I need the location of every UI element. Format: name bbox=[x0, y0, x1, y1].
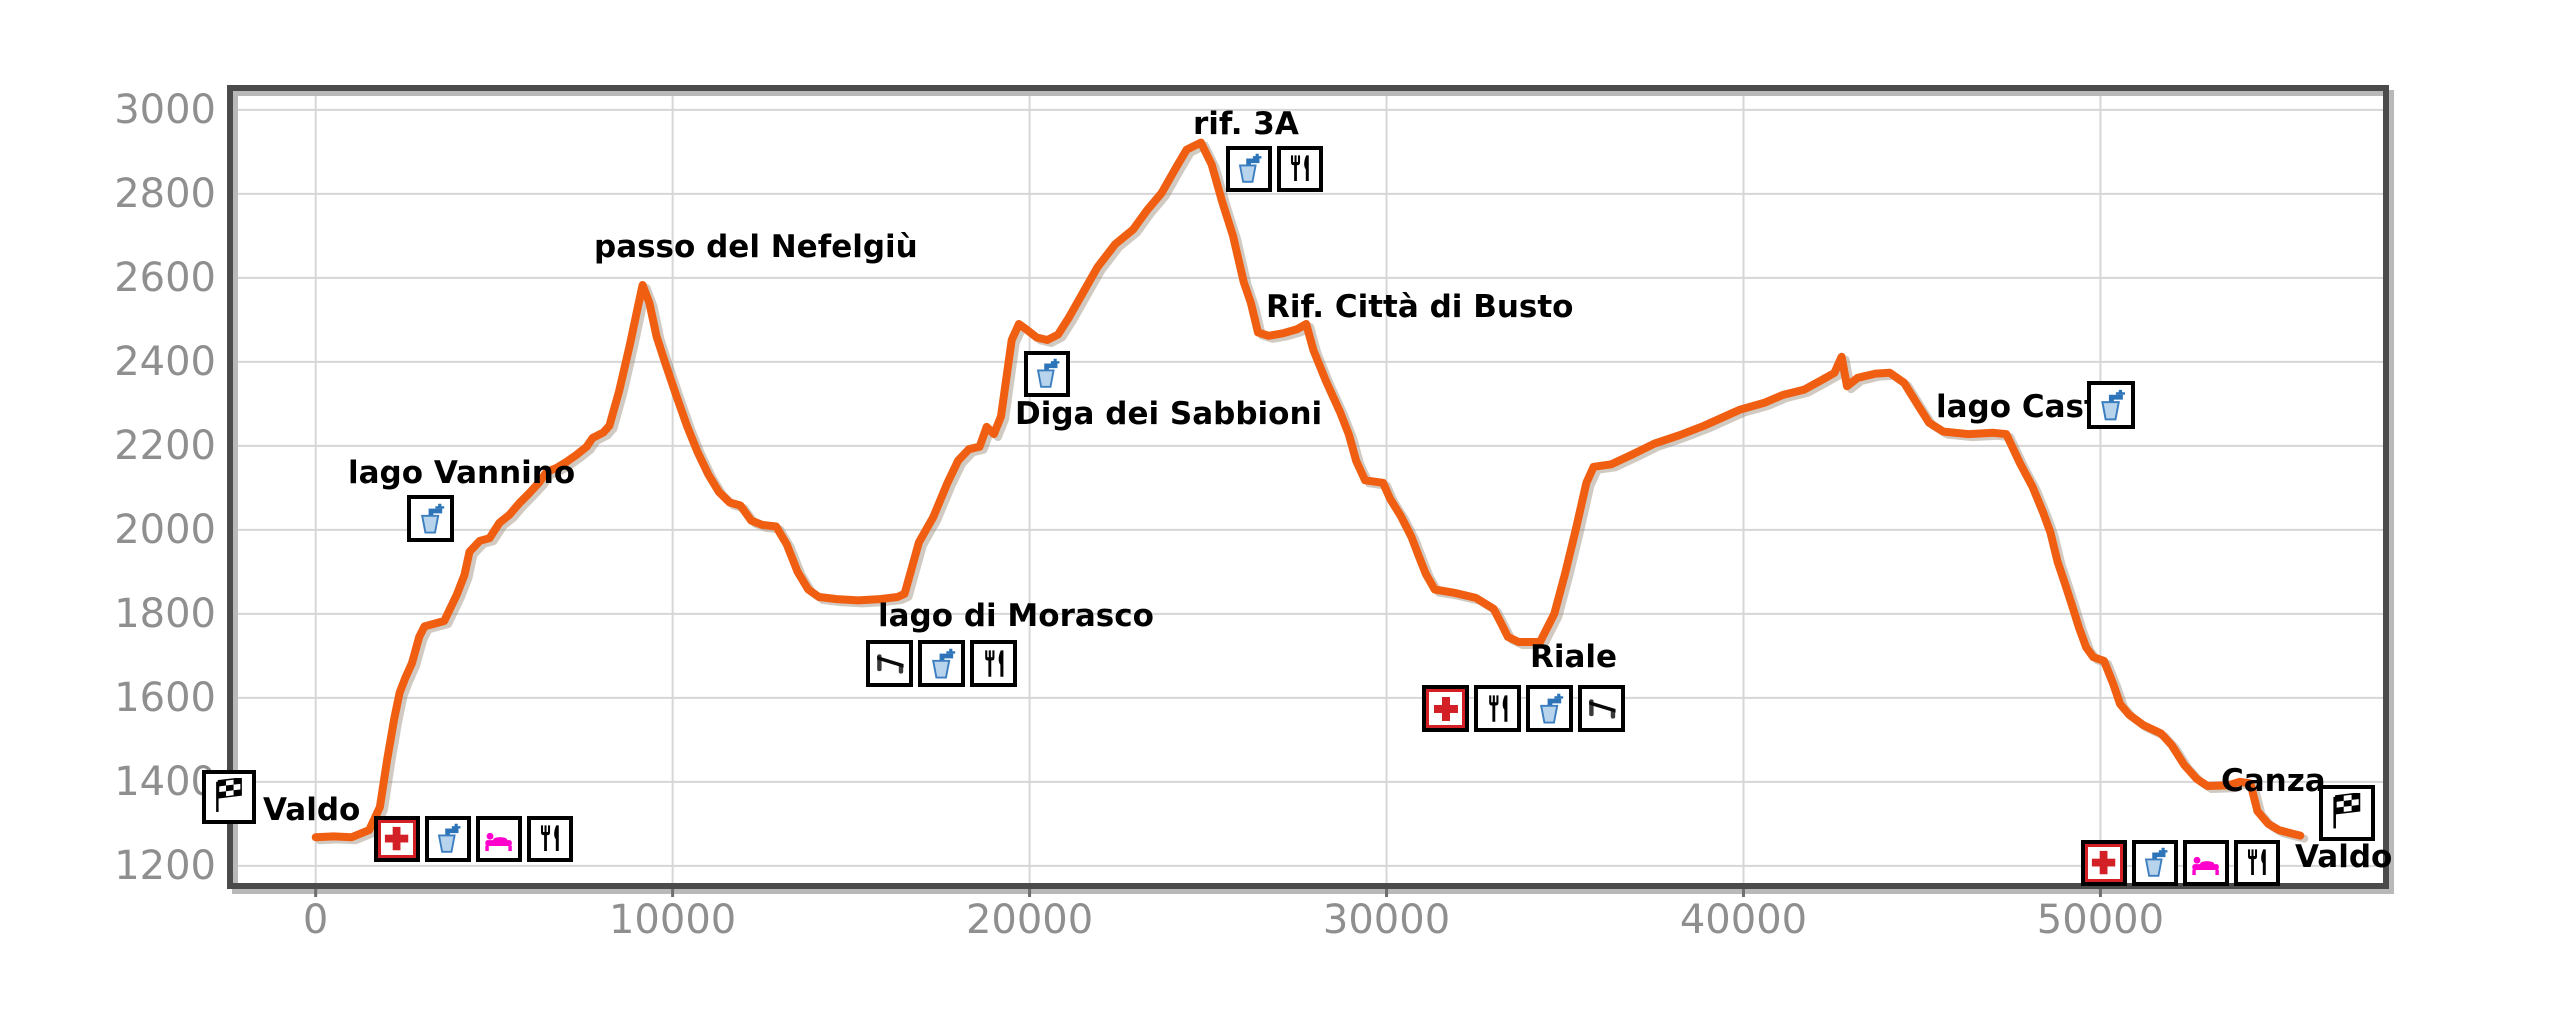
restaurant-icon bbox=[1488, 694, 1507, 722]
drinking-water-icon bbox=[1239, 154, 1262, 184]
y-axis-label: 2600 bbox=[114, 254, 216, 301]
bed-icon bbox=[2192, 857, 2220, 876]
plot-frame bbox=[227, 85, 2389, 889]
first-aid-box bbox=[2081, 840, 2127, 886]
x-axis-label: 10000 bbox=[608, 897, 737, 943]
waypoint-label: lago Vannino bbox=[348, 455, 576, 491]
x-axis-label: 0 bbox=[302, 897, 329, 943]
sabbioni-water bbox=[1024, 351, 1070, 397]
water-box bbox=[918, 640, 965, 687]
drinking-water-icon bbox=[1539, 693, 1563, 724]
restaurant-box bbox=[1277, 146, 1323, 192]
y-axis-label: 1800 bbox=[114, 590, 216, 637]
plot-area bbox=[230, 88, 2386, 886]
checkered-flag-icon bbox=[2333, 793, 2361, 829]
water-box bbox=[425, 816, 471, 862]
restaurant-icon bbox=[984, 649, 1003, 677]
first-aid-icon bbox=[1433, 696, 1458, 721]
barrier-icon bbox=[1588, 698, 1616, 719]
drinking-water-icon bbox=[1037, 359, 1060, 389]
waypoint-label: Canza bbox=[2221, 763, 2326, 799]
waypoint-label: Valdo bbox=[2295, 839, 2393, 875]
checkered-flag-icon bbox=[216, 778, 243, 813]
drinking-water-icon bbox=[931, 648, 955, 679]
first-aid-box bbox=[1422, 685, 1469, 732]
y-axis-label: 2000 bbox=[114, 506, 216, 553]
bed-box bbox=[476, 816, 522, 862]
rif3a-services bbox=[1226, 146, 1323, 192]
drinking-water-icon bbox=[2145, 848, 2168, 878]
waypoint-label: Rif. Città di Busto bbox=[1266, 289, 1574, 325]
restaurant-icon bbox=[2248, 849, 2267, 876]
flag-box bbox=[202, 770, 256, 824]
barrier-icon bbox=[876, 653, 904, 674]
morasco-services bbox=[866, 640, 1017, 687]
y-axis-label: 1200 bbox=[114, 842, 216, 889]
waypoint-label: passo del Nefelgiù bbox=[594, 229, 918, 265]
restaurant-box bbox=[527, 816, 573, 862]
water-box bbox=[1526, 685, 1573, 732]
plot-frame-shadow bbox=[232, 90, 2394, 894]
water-box bbox=[1226, 146, 1272, 192]
restaurant-box bbox=[970, 640, 1017, 687]
profile-line bbox=[311, 138, 2305, 842]
vannino-water bbox=[407, 495, 454, 542]
waypoint-label: rif. 3A bbox=[1193, 106, 1299, 142]
bed-icon bbox=[485, 833, 513, 852]
first-aid-icon bbox=[385, 827, 409, 851]
x-axis-label: 20000 bbox=[965, 897, 1094, 943]
drinking-water-icon bbox=[2100, 389, 2125, 420]
y-axis-label: 2800 bbox=[114, 170, 216, 217]
end-flag bbox=[2319, 785, 2375, 841]
y-axis-label: 1600 bbox=[114, 674, 216, 721]
barrier-box bbox=[866, 640, 913, 687]
first-aid-icon bbox=[2092, 851, 2116, 875]
flag-box bbox=[2319, 785, 2375, 841]
y-axis-label: 1400 bbox=[114, 758, 216, 805]
riale-services bbox=[1422, 685, 1625, 732]
restaurant-icon bbox=[1291, 155, 1310, 182]
restaurant-icon bbox=[541, 825, 560, 852]
y-axis-label: 2200 bbox=[114, 422, 216, 469]
waypoint-label: Valdo bbox=[263, 792, 361, 828]
x-axis-label: 40000 bbox=[1679, 897, 1808, 943]
end-services bbox=[2081, 840, 2280, 886]
waypoint-label: Riale bbox=[1530, 639, 1618, 675]
start-flag bbox=[202, 770, 256, 824]
castel-water bbox=[2087, 381, 2135, 429]
drinking-water-icon bbox=[420, 503, 444, 534]
restaurant-box bbox=[2234, 840, 2280, 886]
y-axis-label: 3000 bbox=[114, 86, 216, 133]
first-aid-box bbox=[374, 816, 420, 862]
drinking-water-icon bbox=[438, 824, 461, 854]
barrier-box bbox=[1578, 685, 1625, 732]
waypoint-label: Diga dei Sabbioni bbox=[1015, 396, 1323, 432]
x-axis-label: 30000 bbox=[1322, 897, 1451, 943]
water-box bbox=[407, 495, 454, 542]
restaurant-box bbox=[1474, 685, 1521, 732]
start-services bbox=[374, 816, 573, 862]
x-axis-label: 50000 bbox=[2036, 897, 2165, 943]
water-box bbox=[1024, 351, 1070, 397]
water-box bbox=[2087, 381, 2135, 429]
water-box bbox=[2132, 840, 2178, 886]
y-axis-label: 2400 bbox=[114, 338, 216, 385]
waypoint-label: lago di Morasco bbox=[878, 598, 1154, 634]
bed-box bbox=[2183, 840, 2229, 886]
